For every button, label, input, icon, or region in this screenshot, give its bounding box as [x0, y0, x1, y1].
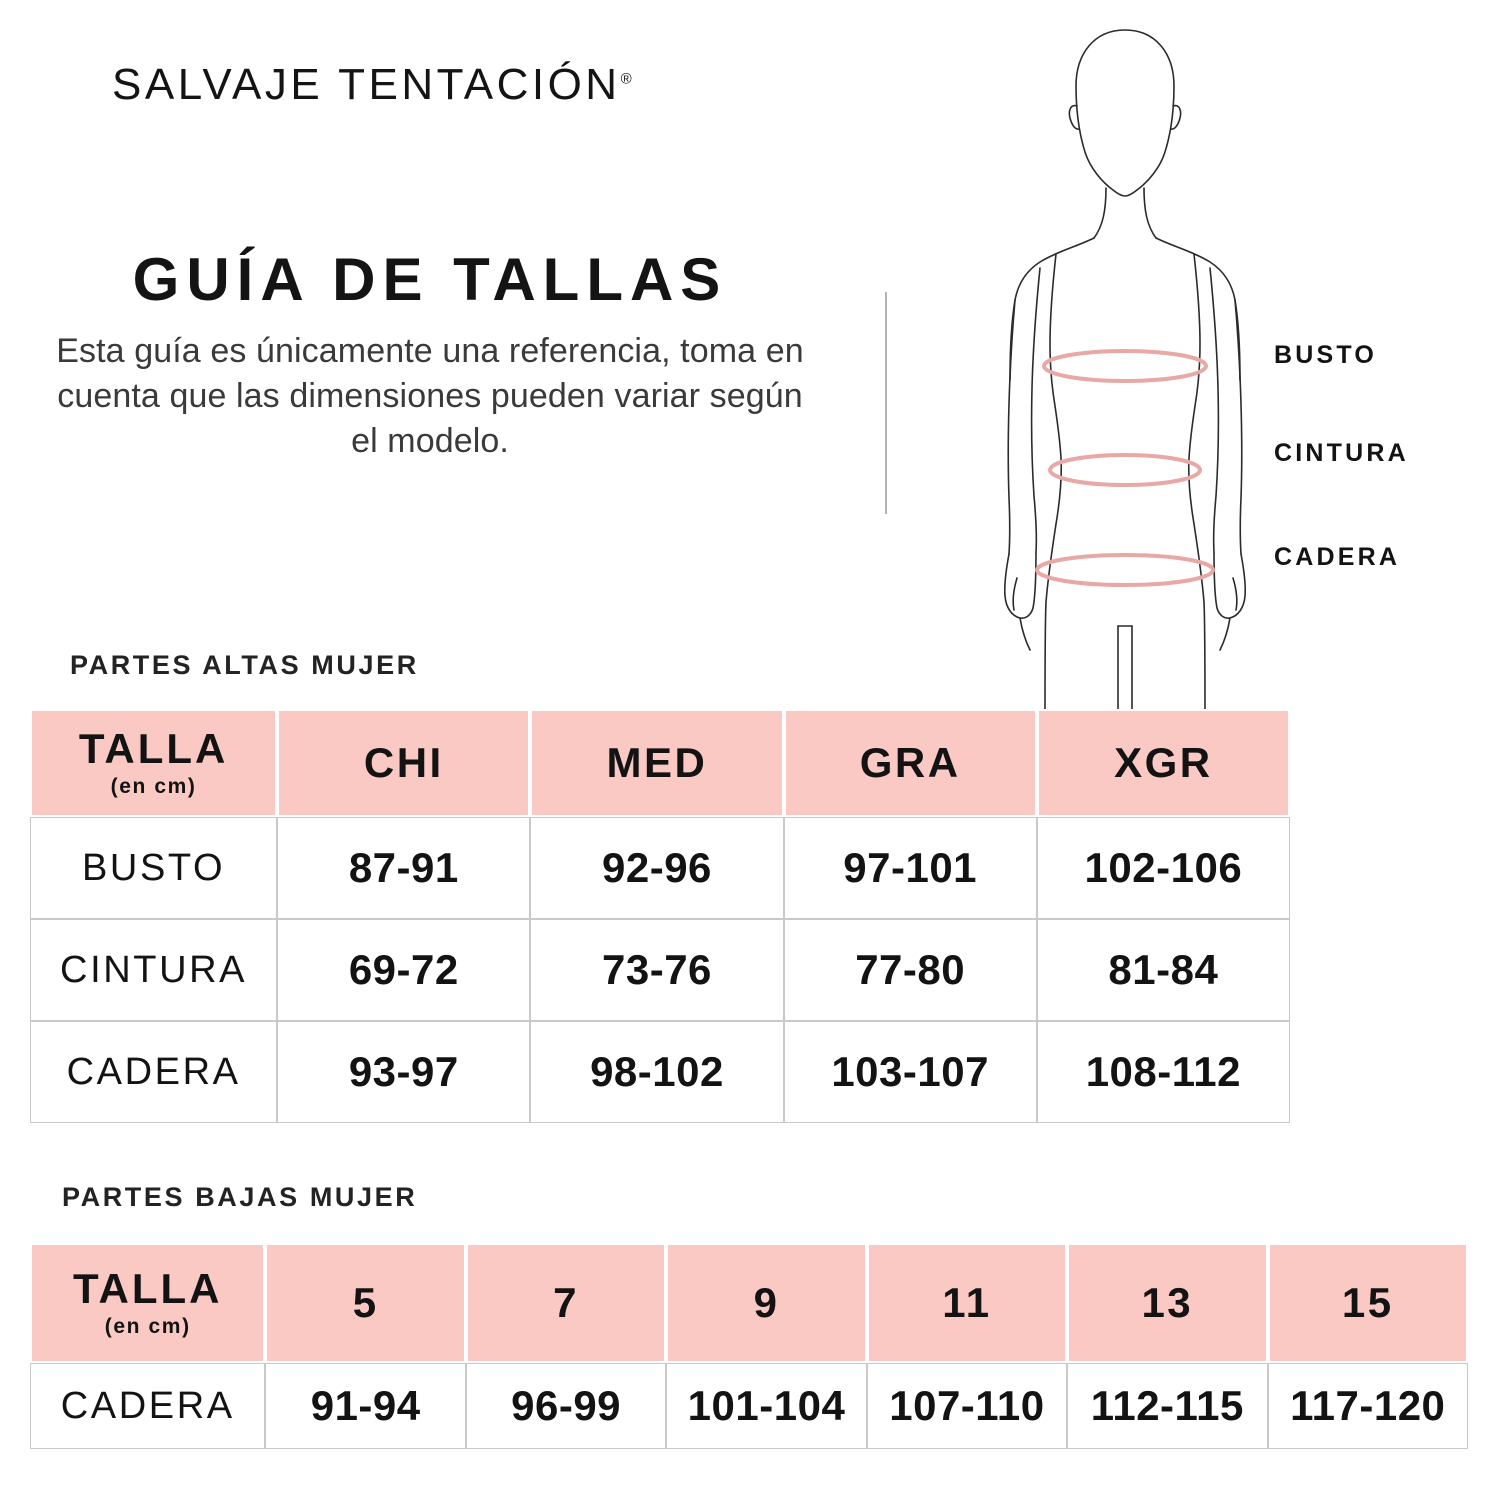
row-label-busto: BUSTO [30, 817, 278, 919]
neck-left [1093, 187, 1107, 239]
shoulder-right [1155, 237, 1241, 381]
header-cell-size-gra: GRA [783, 709, 1037, 817]
size-table-partes-altas: TALLA (en cm) CHI MED GRA XGR BUSTO 87-9… [30, 709, 1290, 1123]
body-figure-illustration [960, 18, 1290, 718]
header-cell-size-chi: CHI [277, 709, 531, 817]
section-caption-partes-bajas: PARTES BAJAS MUJER [62, 1182, 418, 1212]
cintura-ring [1048, 453, 1202, 487]
vertical-divider [885, 292, 887, 514]
cell-busto-med: 92-96 [530, 817, 784, 919]
arm-left-inner [1030, 267, 1041, 553]
row-label-cintura: CINTURA [30, 919, 278, 1021]
talla-main-label: TALLA [78, 724, 229, 772]
row-label-cadera: CADERA [30, 1021, 278, 1123]
header-cell-size-med: MED [530, 709, 784, 817]
cell-cadera-11: 107-110 [866, 1363, 1068, 1449]
arm-right-outer [1234, 299, 1243, 555]
page-subtitle: Esta guía es únicamente una referencia, … [56, 332, 804, 461]
size-table-partes-bajas: TALLA (en cm) 5 7 9 11 13 15 CADERA 91-9… [30, 1243, 1468, 1449]
header-cell-size-xgr: XGR [1036, 709, 1290, 817]
header-cell-talla: TALLA (en cm) [30, 1243, 266, 1363]
registered-mark-icon: ® [620, 70, 632, 88]
brand-name: SALVAJE TENTACIÓN [112, 60, 621, 109]
cell-cintura-gra: 77-80 [783, 919, 1037, 1021]
header-cell-size-15: 15 [1267, 1243, 1468, 1363]
cell-cadera-9: 101-104 [666, 1363, 867, 1449]
torso-left-contour [1044, 253, 1063, 718]
header-cell-size-5: 5 [265, 1243, 466, 1363]
female-silhouette-svg [1003, 29, 1247, 718]
arm-left-outer [1007, 299, 1016, 555]
cell-cintura-chi: 69-72 [277, 919, 531, 1021]
cell-cadera-5: 91-94 [265, 1363, 466, 1449]
hand-left-outline [1003, 551, 1037, 619]
table-row: CINTURA 69-72 73-76 77-80 81-84 [30, 919, 1290, 1021]
cell-cadera-chi: 93-97 [277, 1021, 531, 1123]
brand-logo: SALVAJE TENTACIÓN® [112, 60, 632, 110]
header-cell-size-9: 9 [666, 1243, 867, 1363]
hand-right-thumb [1232, 577, 1238, 611]
section-caption-partes-altas: PARTES ALTAS MUJER [70, 650, 419, 680]
cell-cintura-xgr: 81-84 [1036, 919, 1290, 1021]
page-title: GUÍA DE TALLAS [132, 246, 728, 313]
ear-left [1068, 104, 1080, 130]
talla-sub-label: (en cm) [104, 1315, 191, 1339]
cell-busto-xgr: 102-106 [1036, 817, 1290, 919]
table-row: CADERA 93-97 98-102 103-107 108-112 [30, 1021, 1290, 1123]
shoulder-left [1009, 237, 1095, 381]
table-header-row: TALLA (en cm) CHI MED GRA XGR [30, 709, 1290, 817]
measurement-label-cadera: CADERA [1274, 543, 1401, 571]
table-header-row: TALLA (en cm) 5 7 9 11 13 15 [30, 1243, 1468, 1363]
talla-main-label: TALLA [72, 1264, 223, 1312]
hand-left-thumb [1012, 577, 1018, 611]
cell-busto-gra: 97-101 [783, 817, 1037, 919]
cell-cadera-7: 96-99 [465, 1363, 667, 1449]
talla-sub-label: (en cm) [110, 775, 197, 799]
header-cell-size-13: 13 [1067, 1243, 1268, 1363]
hand-right-outline [1213, 551, 1247, 619]
table-row: BUSTO 87-91 92-96 97-101 102-106 [30, 817, 1290, 919]
measurement-label-busto: BUSTO [1274, 341, 1378, 369]
cell-cintura-med: 73-76 [530, 919, 784, 1021]
header-cell-talla: TALLA (en cm) [30, 709, 278, 817]
hand-left-finger [1019, 617, 1031, 651]
neck-right [1143, 187, 1157, 239]
measurement-label-cintura: CINTURA [1274, 439, 1409, 467]
measurement-rings [1035, 349, 1215, 587]
cell-cadera-xgr: 108-112 [1036, 1021, 1290, 1123]
cell-cadera-15: 117-120 [1267, 1363, 1468, 1449]
header-cell-size-11: 11 [866, 1243, 1068, 1363]
cadera-ring [1035, 553, 1215, 587]
cell-cadera-gra: 103-107 [783, 1021, 1037, 1123]
cell-busto-chi: 87-91 [277, 817, 531, 919]
row-label-cadera: CADERA [30, 1363, 266, 1449]
busto-ring [1042, 349, 1208, 383]
heading-block: GUÍA DE TALLAS Esta guía es únicamente u… [40, 248, 820, 465]
head-outline [1075, 29, 1175, 197]
torso-right-contour [1187, 253, 1206, 718]
cell-cadera-13: 112-115 [1067, 1363, 1268, 1449]
cell-cadera-med: 98-102 [530, 1021, 784, 1123]
table-row: CADERA 91-94 96-99 101-104 107-110 112-1… [30, 1363, 1468, 1449]
header-cell-size-7: 7 [465, 1243, 667, 1363]
ear-right [1170, 104, 1182, 130]
hand-right-finger [1219, 617, 1231, 651]
arm-right-inner [1209, 267, 1220, 553]
